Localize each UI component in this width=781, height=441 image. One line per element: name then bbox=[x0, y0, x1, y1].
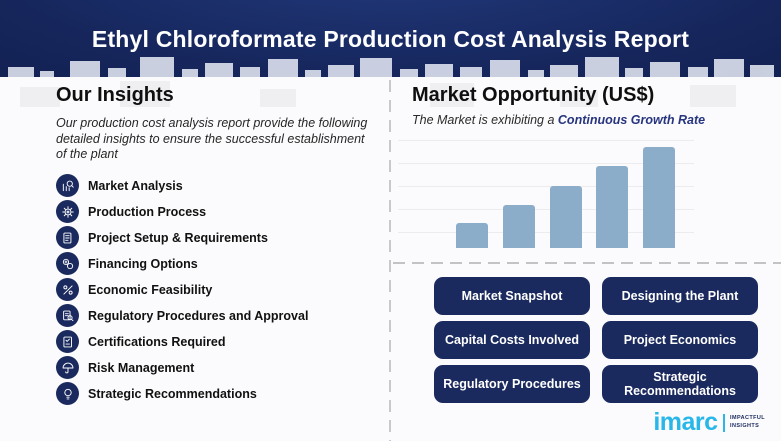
list-item: Market Analysis bbox=[56, 174, 308, 197]
chart-bar bbox=[549, 186, 582, 248]
chart-bar bbox=[596, 166, 629, 248]
strategic-recommendations-button[interactable]: Strategic Recommendations bbox=[602, 365, 758, 403]
market-snapshot-button[interactable]: Market Snapshot bbox=[434, 277, 590, 315]
logo-divider-bar bbox=[722, 413, 726, 432]
capital-costs-button[interactable]: Capital Costs Involved bbox=[434, 321, 590, 359]
insights-section: Our Insights Our production cost analysi… bbox=[56, 84, 376, 163]
list-item-label: Regulatory Procedures and Approval bbox=[88, 308, 309, 323]
logo-tagline-line1: IMPACTFUL bbox=[730, 415, 765, 422]
production-process-icon bbox=[56, 200, 79, 223]
logo-tagline: IMPACTFUL INSIGHTS bbox=[730, 415, 765, 429]
market-opportunity-heading: Market Opportunity (US$) bbox=[412, 84, 655, 106]
certifications-icon bbox=[56, 330, 79, 353]
subtitle-highlight: Continuous Growth Rate bbox=[557, 113, 706, 127]
project-setup-icon bbox=[56, 226, 79, 249]
designing-the-plant-button[interactable]: Designing the Plant bbox=[602, 277, 758, 315]
list-item-label: Financing Options bbox=[88, 256, 198, 271]
market-opportunity-subtitle: The Market is exhibiting a Continuous Gr… bbox=[412, 113, 767, 127]
panel-divider bbox=[389, 80, 391, 441]
city-skyline-graphic bbox=[8, 57, 774, 77]
regulatory-procedures-button[interactable]: Regulatory Procedures bbox=[434, 365, 590, 403]
financing-options-icon bbox=[56, 252, 79, 275]
list-item: Regulatory Procedures and Approval bbox=[56, 304, 308, 327]
header-banner: Ethyl Chloroformate Production Cost Anal… bbox=[0, 0, 781, 77]
imarc-logo: imarc IMPACTFUL INSIGHTS bbox=[653, 410, 765, 435]
list-item: Financing Options bbox=[56, 252, 308, 275]
market-analysis-icon bbox=[56, 174, 79, 197]
risk-management-icon bbox=[56, 356, 79, 379]
economic-feasibility-icon bbox=[56, 278, 79, 301]
chart-baseline bbox=[393, 262, 781, 264]
strategic-recommendations-icon bbox=[56, 382, 79, 405]
list-item-label: Strategic Recommendations bbox=[88, 386, 257, 401]
list-item-label: Certifications Required bbox=[88, 334, 226, 349]
chart-bar bbox=[456, 223, 488, 248]
list-item-label: Risk Management bbox=[88, 360, 195, 375]
report-buttons: Market Snapshot Designing the Plant Capi… bbox=[434, 277, 758, 403]
list-item-label: Project Setup & Requirements bbox=[88, 230, 268, 245]
regulatory-procedures-icon bbox=[56, 304, 79, 327]
logo-tagline-line2: INSIGHTS bbox=[730, 422, 760, 429]
background-sketch-texture bbox=[20, 81, 736, 107]
list-item: Production Process bbox=[56, 200, 308, 223]
list-item: Economic Feasibility bbox=[56, 278, 308, 301]
list-item: Project Setup & Requirements bbox=[56, 226, 308, 249]
insights-heading: Our Insights bbox=[56, 84, 174, 106]
chart-bar bbox=[643, 147, 675, 248]
list-item-label: Production Process bbox=[88, 204, 207, 219]
list-item-label: Economic Feasibility bbox=[88, 282, 213, 297]
project-economics-button[interactable]: Project Economics bbox=[602, 321, 758, 359]
list-item: Risk Management bbox=[56, 356, 308, 379]
page-title: Ethyl Chloroformate Production Cost Anal… bbox=[91, 26, 690, 52]
subtitle-prefix: The Market is exhibiting a bbox=[412, 113, 558, 127]
list-item: Certifications Required bbox=[56, 330, 308, 353]
insights-description: Our production cost analysis report prov… bbox=[56, 116, 368, 162]
insights-list: Market Analysis Production Process Proje… bbox=[56, 174, 308, 405]
chart-bar bbox=[502, 205, 535, 248]
list-item: Strategic Recommendations bbox=[56, 382, 308, 405]
imarc-logo-wordmark: imarc bbox=[653, 408, 718, 436]
list-item-label: Market Analysis bbox=[88, 178, 183, 193]
growth-bar-chart bbox=[456, 145, 675, 248]
market-opportunity-section: Market Opportunity (US$) The Market is e… bbox=[412, 84, 767, 127]
